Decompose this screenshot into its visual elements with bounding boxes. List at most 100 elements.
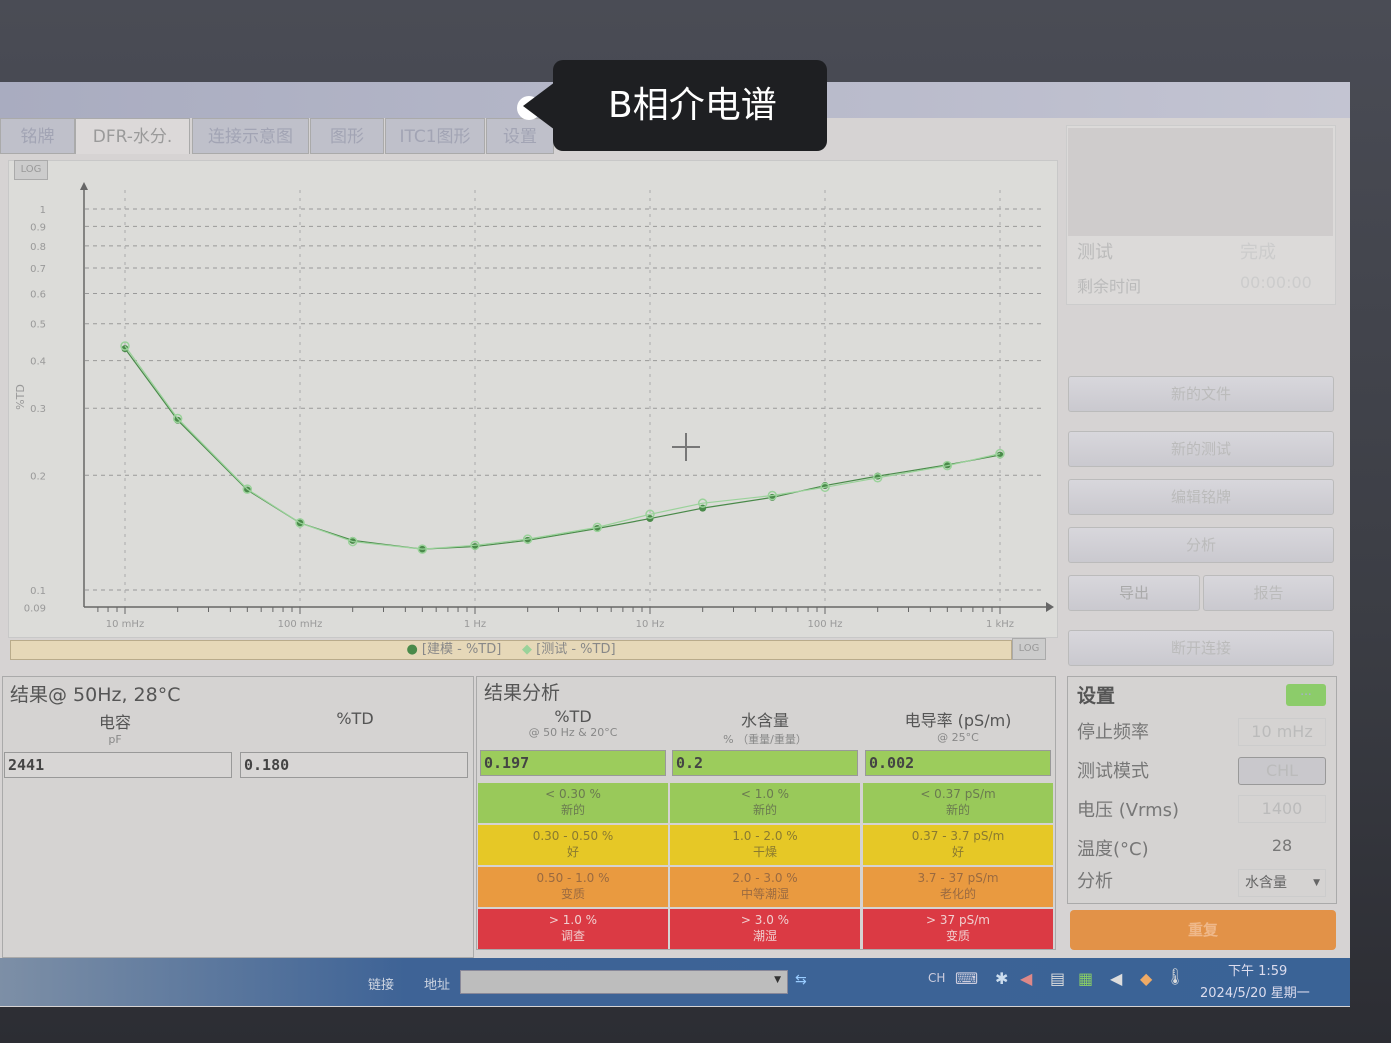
voltage-field[interactable]: 1400	[1238, 795, 1326, 823]
new-file-button[interactable]: 新的文件	[1068, 376, 1334, 412]
tab-connection-diagram[interactable]: 连接示意图	[192, 118, 309, 154]
range-text: 0.30 - 0.50 %	[532, 829, 614, 843]
y-tick-label: 0.3	[30, 404, 46, 415]
range-rating: 变质	[945, 929, 970, 943]
capacitance-label: 电容	[98, 713, 131, 732]
analysis-range-cell: 3.7 - 37 pS/m 老化的	[863, 867, 1053, 907]
chart-legend: ● [建模 - %TD] ◆ [测试 - %TD]	[10, 640, 1012, 660]
thermometer-icon[interactable]: 🌡	[1165, 967, 1186, 986]
edit-nameplate-button[interactable]: 编辑铭牌	[1068, 479, 1334, 515]
legend-test-marker-icon: ◆	[522, 642, 532, 657]
analysis-range-cell: > 3.0 % 潮湿	[670, 909, 860, 949]
clock-date[interactable]: 2024/5/20 星期一	[1200, 986, 1310, 1001]
disconnect-button[interactable]: 断开连接	[1068, 630, 1334, 666]
analysis-title: 结果分析	[484, 682, 561, 704]
chart-area	[8, 160, 1058, 638]
test-data-point	[995, 448, 1005, 459]
range-text: 0.50 - 1.0 %	[536, 871, 610, 885]
analysis-range-cell: 1.0 - 2.0 % 干燥	[670, 825, 860, 865]
y-tick-label: 0.09	[24, 603, 46, 614]
analysis-select[interactable]: 水含量 ▼	[1238, 869, 1326, 897]
voltage-label: 电压 (Vrms)	[1077, 800, 1180, 821]
analysis-range-cell: 0.30 - 0.50 % 好	[478, 825, 668, 865]
keyboard-icon[interactable]: ⌨	[955, 969, 979, 988]
tab-itc1-graph[interactable]: ITC1图形	[385, 118, 485, 154]
clock-time[interactable]: 下午 1:59	[1228, 964, 1288, 979]
test-mode-label: 测试模式	[1077, 761, 1149, 782]
x-tick-label: 100 mHz	[278, 619, 323, 630]
volume-icon[interactable]: ◀	[1020, 969, 1033, 988]
address-input[interactable]: ▼	[460, 970, 788, 994]
crosshair-cursor-icon	[672, 433, 700, 461]
tab-nameplate[interactable]: 铭牌	[0, 118, 75, 154]
network-icon[interactable]: ◆	[1140, 969, 1153, 988]
tab-dfr-moisture[interactable]: DFR-水分.	[75, 118, 190, 154]
model-data-point	[243, 486, 251, 494]
y-tick-label: 0.6	[30, 290, 46, 301]
analysis-col-sub: @ 50 Hz & 20°C	[528, 726, 618, 739]
capacitance-unit: pF	[108, 733, 122, 746]
range-rating: 变质	[560, 887, 585, 901]
range-rating: 老化的	[939, 887, 976, 901]
y-tick-label: 0.9	[30, 222, 46, 233]
analysis-col-header: 电导率 (pS/m) @ 25°C	[863, 707, 1053, 744]
stop-frequency-select[interactable]: 10 mHz	[1238, 718, 1326, 746]
test-data-point	[242, 484, 253, 494]
settings-more-button[interactable]: ...	[1286, 684, 1326, 706]
report-button[interactable]: 报告	[1203, 575, 1334, 611]
log-x-button[interactable]: LOG	[1012, 638, 1046, 660]
test-data-point	[767, 490, 778, 501]
test-mode-button[interactable]: CHL	[1238, 757, 1326, 785]
y-tick-label: 0.1	[30, 586, 46, 597]
test-label: 测试	[1077, 242, 1113, 263]
analysis-col-header: %TD @ 50 Hz & 20°C	[478, 707, 668, 739]
links-toolbar[interactable]: 链接	[368, 978, 395, 993]
analysis-col-sub: % （重量/重量）	[723, 733, 807, 746]
tab-graph[interactable]: 图形	[310, 118, 384, 154]
range-text: 1.0 - 2.0 %	[732, 829, 798, 843]
legend-test: [测试 - %TD]	[536, 642, 616, 657]
test-data-point	[347, 536, 358, 547]
stop-frequency-label: 停止频率	[1077, 722, 1149, 743]
y-tick-label: 0.7	[30, 264, 46, 275]
x-axis-arrow-icon	[1046, 602, 1054, 612]
go-icon[interactable]: ⇆	[795, 972, 807, 988]
analysis-value: 0.002	[865, 750, 1051, 776]
windows-icon[interactable]: ▦	[1078, 969, 1094, 988]
ime-indicator[interactable]: CH	[928, 971, 946, 985]
td-value: 0.180	[240, 752, 468, 778]
range-rating: 新的	[752, 803, 777, 817]
results-panel	[2, 676, 474, 958]
test-data-point	[592, 522, 603, 533]
clipboard-icon[interactable]: ▤	[1050, 969, 1066, 988]
repeat-button[interactable]: 重复	[1070, 910, 1336, 950]
remaining-time-label: 剩余时间	[1077, 277, 1142, 296]
range-rating: 干燥	[752, 845, 777, 859]
dfr-chart: 1 0.9 0.8 0.7 0.6 0.5 0.4 0.3 0.2 0.1 0.09 10 mHz 10…	[14, 182, 1054, 630]
new-test-button[interactable]: 新的测试	[1068, 431, 1334, 467]
y-tick-label: 0.5	[30, 320, 46, 331]
model-data-point	[943, 461, 951, 469]
range-rating: 中等潮湿	[740, 887, 789, 901]
address-dropdown-icon[interactable]: ▼	[774, 975, 781, 985]
test-data-point	[522, 534, 533, 544]
log-y-button[interactable]: LOG	[14, 160, 48, 180]
range-text: 2.0 - 3.0 %	[732, 871, 798, 885]
temperature-value[interactable]: 28	[1271, 836, 1293, 855]
capacitance-value: 2441	[4, 752, 232, 778]
test-data-point	[417, 544, 428, 554]
test-data-point	[295, 518, 305, 528]
range-rating: 好	[566, 845, 579, 859]
range-text: < 0.37 pS/m	[920, 787, 996, 801]
range-text: 3.7 - 37 pS/m	[917, 871, 999, 885]
analyze-button[interactable]: 分析	[1068, 527, 1334, 563]
speaker-icon[interactable]: ◀	[1110, 969, 1123, 988]
export-button[interactable]: 导出	[1068, 575, 1200, 611]
analysis-col-label: 水含量	[740, 711, 789, 730]
x-tick-label: 1 kHz	[986, 619, 1014, 630]
bluetooth-icon[interactable]: ✱	[995, 969, 1009, 988]
test-data-point	[172, 413, 183, 424]
status-image-area	[1068, 128, 1333, 236]
analysis-col-label: %TD	[554, 707, 592, 726]
annotation-tooltip: B相介电谱	[523, 60, 827, 151]
